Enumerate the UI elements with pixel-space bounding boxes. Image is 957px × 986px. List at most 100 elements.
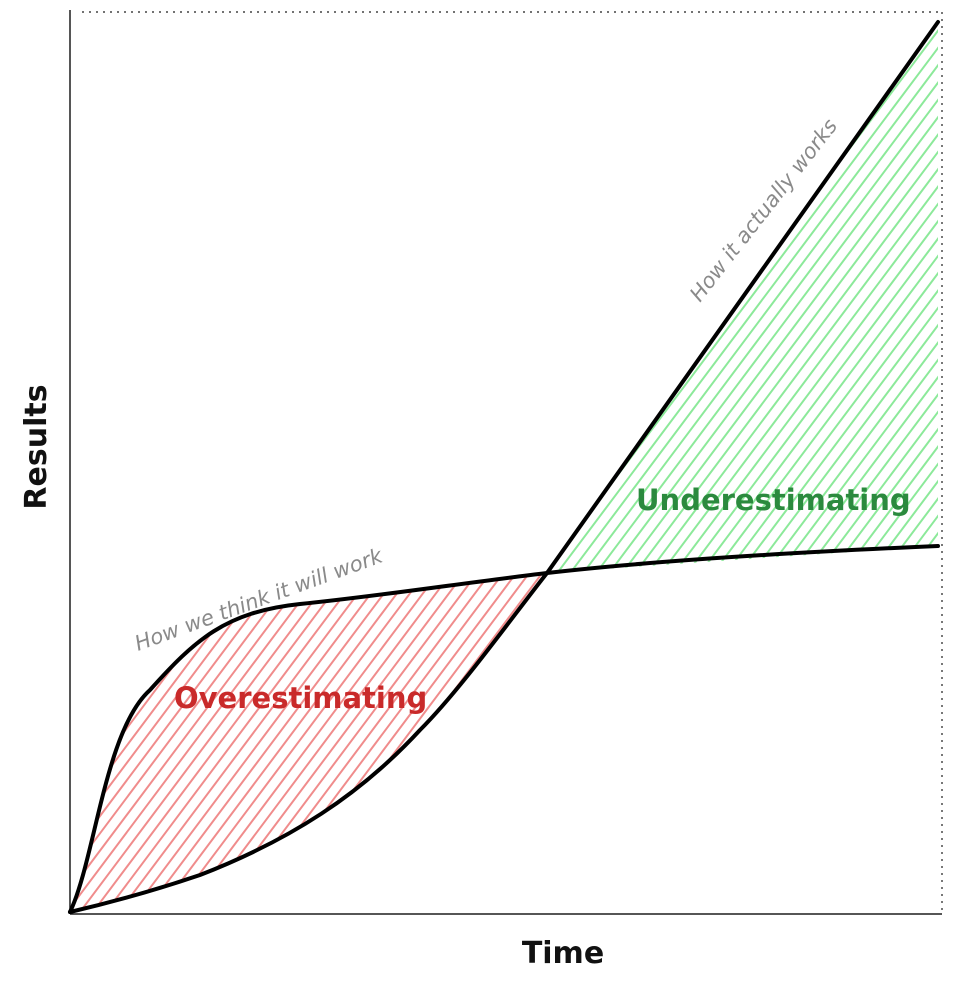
hatch-line <box>307 573 547 912</box>
hatch-line <box>242 573 514 912</box>
hatch-line <box>110 20 530 580</box>
hatch-line <box>733 22 938 573</box>
hatch-line <box>70 573 319 912</box>
hatch-line <box>655 22 938 573</box>
hatch-line <box>672 560 942 920</box>
hatch-line <box>70 573 189 912</box>
hatch-line <box>802 560 957 920</box>
hatch-line <box>463 573 547 912</box>
hatch-line <box>547 22 648 573</box>
hatch-line <box>707 22 938 573</box>
hatch-line <box>928 22 938 573</box>
hatch-line <box>0 20 400 580</box>
hatch-line <box>99 573 371 912</box>
hatch-line <box>919 560 957 920</box>
hatch-line <box>811 22 938 573</box>
hatch-line <box>84 20 504 580</box>
hatch-line <box>346 573 547 912</box>
hatch-line <box>0 560 32 920</box>
hatch-line <box>616 22 938 573</box>
hatch-line <box>547 22 557 573</box>
hatch-line <box>70 573 293 912</box>
hatch-line <box>837 22 938 573</box>
hatch-line <box>138 573 410 912</box>
hatch-line <box>720 22 938 573</box>
hatch-line <box>590 22 938 573</box>
hatch-line <box>320 573 547 912</box>
hatch-line <box>0 560 58 920</box>
hatch-line <box>681 22 938 573</box>
hatch-line <box>547 22 687 573</box>
hatch-line <box>86 573 358 912</box>
hatch-line <box>450 573 547 912</box>
hatch-line <box>581 560 851 920</box>
hatch-line <box>97 20 517 580</box>
hatch-line <box>125 573 397 912</box>
hatch-line <box>737 560 957 920</box>
hatch-line <box>772 22 938 573</box>
hatch-line <box>547 22 622 573</box>
hatch-line <box>424 573 547 912</box>
hatch-line <box>164 573 436 912</box>
hatch-line <box>603 22 938 573</box>
actual-curve <box>68 20 940 914</box>
hatch-line <box>372 573 547 912</box>
hatch-line <box>70 573 332 912</box>
hatch-line <box>668 22 938 573</box>
hatch-line <box>515 573 547 912</box>
expected-curve <box>68 544 940 914</box>
hatch-line <box>750 560 957 920</box>
hatch-line <box>411 573 547 912</box>
hatch-line <box>711 560 957 920</box>
hatch-line <box>0 560 45 920</box>
hatch-line <box>893 560 957 920</box>
hatch-line <box>32 20 452 580</box>
hatch-line <box>629 22 938 573</box>
hatch-line <box>229 573 501 912</box>
hatch-line <box>502 573 547 912</box>
hatch-line <box>642 22 938 573</box>
hatch-line <box>547 22 635 573</box>
hatch-line <box>333 573 547 912</box>
hatch-line <box>398 573 547 912</box>
overestimating-label: Overestimating <box>174 681 427 715</box>
hatch-line <box>551 22 938 573</box>
hatch-line <box>70 573 72 912</box>
hatch-line <box>564 22 938 573</box>
hatch-line <box>6 20 426 580</box>
hatch-line <box>850 22 938 573</box>
hatch-line <box>437 573 547 912</box>
hatch-line <box>776 560 957 920</box>
hatch-line <box>268 573 540 912</box>
hatch-line <box>58 20 478 580</box>
hatch-line <box>568 560 838 920</box>
hatch-line <box>528 573 547 912</box>
hatch-line <box>281 573 547 912</box>
hatch-line <box>359 573 547 912</box>
hatch-line <box>541 573 547 912</box>
hatch-line <box>577 22 938 573</box>
hatch-line <box>71 20 491 580</box>
hatch-line <box>70 573 111 912</box>
hatch-line <box>942 20 957 580</box>
hatch-line <box>547 22 583 573</box>
hatch-line <box>547 22 674 573</box>
hatch-line <box>547 22 570 573</box>
hatch-line <box>112 573 384 912</box>
hatch-line <box>685 560 955 920</box>
hatch-line <box>19 20 439 580</box>
hatch-line <box>70 573 85 912</box>
hatch-line <box>746 22 938 573</box>
overestimating-hatch <box>0 560 957 920</box>
hatch-line <box>0 20 413 580</box>
hatch-line <box>73 573 345 912</box>
hatch-line <box>620 560 890 920</box>
hatch-line <box>0 560 6 920</box>
hatch-line <box>70 573 306 912</box>
hatch-line <box>724 560 957 920</box>
hatch-line <box>70 573 124 912</box>
hatch-line <box>759 22 938 573</box>
underestimating-label: Underestimating <box>636 483 911 517</box>
hatch-line <box>45 20 465 580</box>
